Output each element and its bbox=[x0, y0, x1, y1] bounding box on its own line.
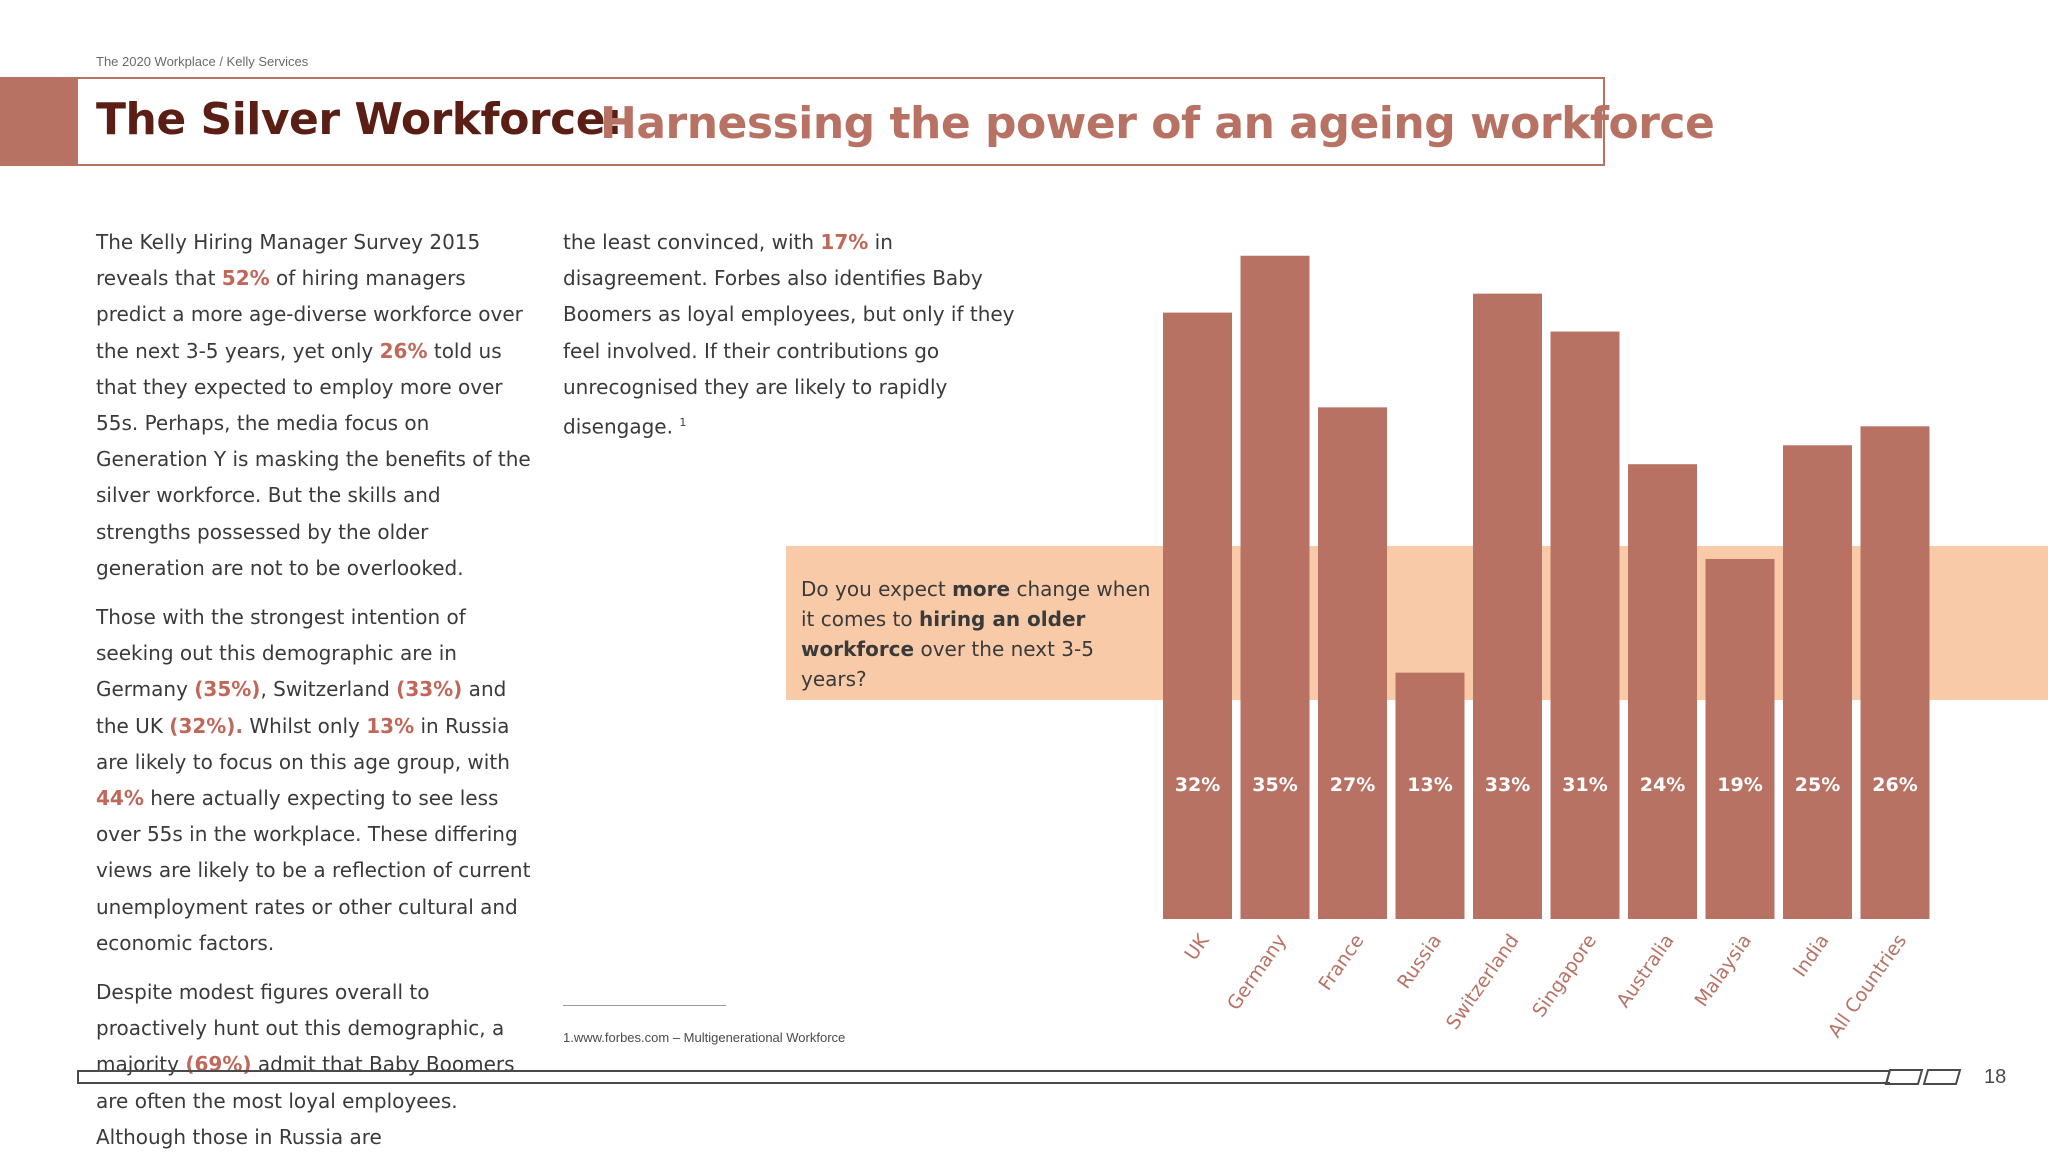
body-text: in disagreement. Forbes also identifies … bbox=[563, 230, 1015, 439]
body-text: the least convinced, with bbox=[563, 230, 821, 254]
highlight-value: (32%). bbox=[169, 713, 244, 738]
bar-india bbox=[1783, 445, 1852, 919]
body-text: Those with the strongest intention of se… bbox=[96, 605, 466, 702]
body-paragraph-3: Despite modest figures overall to proact… bbox=[96, 974, 536, 1155]
category-label: Singapore bbox=[1528, 930, 1601, 1021]
body-text: of hiring managers predict a more age-di… bbox=[96, 266, 523, 363]
bar-value-label: 19% bbox=[1717, 774, 1762, 796]
body-paragraph-2: Those with the strongest intention of se… bbox=[96, 599, 536, 961]
body-paragraph-1: The Kelly Hiring Manager Survey 2015 rev… bbox=[96, 224, 536, 586]
body-text: Whilst only bbox=[243, 713, 367, 738]
footnote: 1.www.forbes.com – Multigenerational Wor… bbox=[563, 1030, 846, 1045]
chart-question: Do you expect more change when it comes … bbox=[801, 574, 1161, 694]
bar-malaysia bbox=[1705, 558, 1775, 919]
header-accent-block bbox=[0, 77, 76, 166]
category-label: Switzerland bbox=[1442, 930, 1524, 1033]
highlight-value: 26% bbox=[379, 338, 428, 363]
body-text: told us that they expected to employ mor… bbox=[96, 338, 531, 580]
question-text: change when it comes to bbox=[801, 577, 1151, 631]
body-text: admit that Baby Boomers are often the mo… bbox=[96, 1052, 515, 1149]
body-column-right: the least convinced, with 17% in disagre… bbox=[563, 224, 1023, 458]
bar-value-label: 24% bbox=[1640, 774, 1685, 796]
category-label: Malaysia bbox=[1690, 930, 1756, 1011]
footnote-divider bbox=[563, 1005, 726, 1006]
category-label: Russia bbox=[1393, 930, 1446, 993]
highlight-value: (69%) bbox=[185, 1052, 252, 1077]
highlight-value: 52% bbox=[221, 266, 270, 291]
category-label: Australia bbox=[1612, 930, 1678, 1011]
highlight-value: 13% bbox=[366, 713, 415, 738]
category-label: France bbox=[1314, 930, 1368, 994]
body-text: The Kelly Hiring Manager Survey 2015 rev… bbox=[96, 230, 481, 291]
body-text: and the UK bbox=[96, 677, 507, 738]
bar-value-label: 32% bbox=[1175, 774, 1220, 796]
bar-value-label: 27% bbox=[1330, 774, 1375, 796]
body-text: here actually expecting to see less over… bbox=[96, 786, 531, 955]
body-text: Despite modest figures overall to proact… bbox=[96, 980, 505, 1077]
page-subtitle: Harnessing the power of an ageing workfo… bbox=[600, 98, 1715, 149]
bar-germany bbox=[1240, 255, 1310, 919]
highlight-value: (35%) bbox=[194, 677, 261, 702]
bar-value-label: 35% bbox=[1252, 774, 1297, 796]
question-emphasis: more bbox=[952, 577, 1011, 601]
footer-rule bbox=[77, 1070, 1890, 1084]
question-text: Do you expect bbox=[801, 577, 953, 601]
category-label: UK bbox=[1180, 930, 1213, 965]
category-label: India bbox=[1789, 930, 1834, 981]
highlight-value: 44% bbox=[96, 786, 144, 811]
bar-uk bbox=[1163, 312, 1232, 920]
bar-france bbox=[1318, 407, 1387, 919]
question-emphasis: hiring an older workforce bbox=[801, 607, 1086, 661]
bar-value-label: 13% bbox=[1407, 774, 1452, 796]
footnote-marker: 1 bbox=[679, 416, 687, 430]
bar-australia bbox=[1628, 464, 1697, 919]
header-frame bbox=[76, 77, 1605, 166]
footer-slash-marks bbox=[1884, 1069, 1962, 1085]
bar-value-label: 26% bbox=[1872, 774, 1917, 796]
body-column-left: The Kelly Hiring Manager Survey 2015 rev… bbox=[96, 224, 536, 1168]
bar-switzerland bbox=[1473, 293, 1542, 919]
page-title: The Silver Workforce: bbox=[96, 94, 623, 145]
highlight-value: 17% bbox=[820, 230, 869, 254]
bar-russia bbox=[1395, 672, 1465, 919]
body-text: in Russia are likely to focus on this ag… bbox=[96, 713, 510, 774]
bar-value-label: 25% bbox=[1795, 774, 1840, 796]
question-text: over the next 3-5 years? bbox=[801, 637, 1094, 691]
category-label: All Countries bbox=[1824, 930, 1911, 1041]
bar-value-label: 33% bbox=[1485, 774, 1530, 796]
page-number: 18 bbox=[1984, 1066, 2007, 1088]
bar-all-countries bbox=[1860, 426, 1930, 919]
breadcrumb: The 2020 Workplace / Kelly Services bbox=[96, 54, 309, 69]
category-label: Germany bbox=[1223, 930, 1291, 1014]
bar-singapore bbox=[1550, 331, 1620, 919]
body-paragraph-4: the least convinced, with 17% in disagre… bbox=[563, 224, 1023, 445]
bar-value-label: 31% bbox=[1562, 774, 1607, 796]
highlight-value: (33%) bbox=[396, 677, 463, 702]
body-text: , Switzerland bbox=[260, 677, 397, 702]
